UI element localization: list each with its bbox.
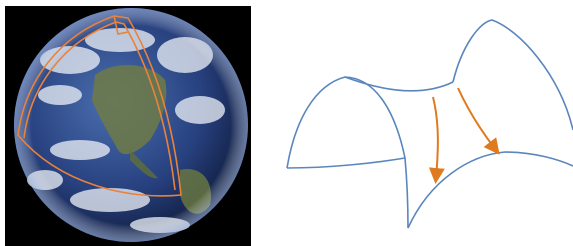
- figure: [0, 0, 573, 246]
- surface-edge: [408, 152, 573, 228]
- surface-edge: [287, 158, 405, 168]
- arrow: [433, 97, 438, 178]
- surface-diagram: [287, 20, 573, 228]
- atmosphere: [14, 8, 248, 242]
- surface-edge: [405, 158, 408, 228]
- surface-edge: [287, 77, 405, 168]
- arrow: [458, 88, 496, 150]
- surface-edge: [345, 77, 453, 91]
- earth-photo: [5, 6, 251, 246]
